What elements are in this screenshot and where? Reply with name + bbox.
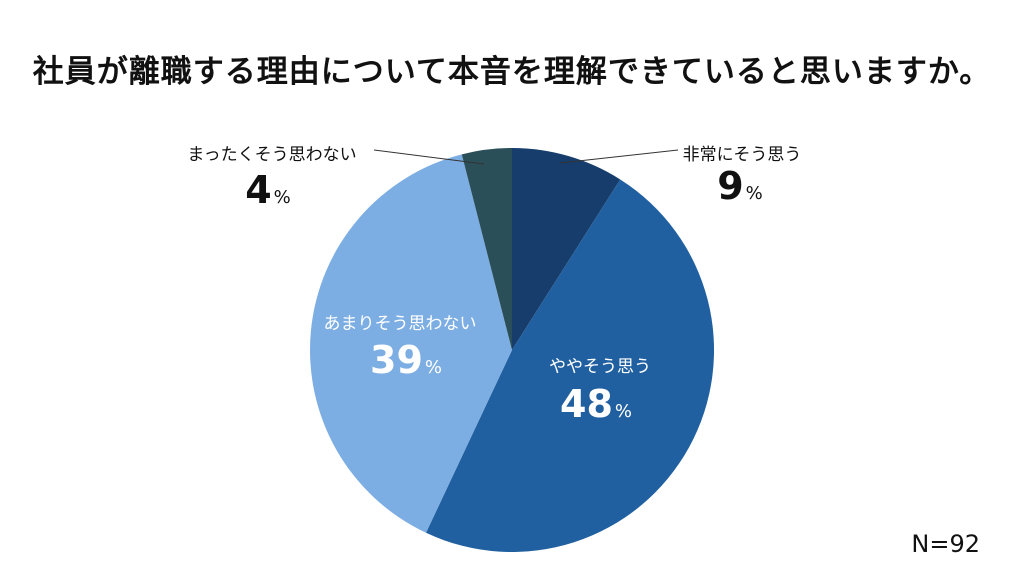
sample-size-note: N=92 [911,530,980,558]
slice-value-label: 9% [717,164,763,208]
slice-value-label: 39% [370,338,442,382]
slice-label: ややそう思う [549,357,651,377]
chart-title: 社員が離職する理由について本音を理解できていると思いますか。 [32,54,992,90]
slice-value-label: 4% [245,168,291,212]
slice-label: 非常にそう思う [683,145,802,165]
pie-slice [309,154,512,533]
pie-slice [425,179,715,553]
leader-line [373,149,485,165]
pie-slice [512,148,621,350]
pie-slice [461,148,512,350]
slice-label: あまりそう思わない [324,314,477,334]
slice-label: まったくそう思わない [187,145,356,165]
leader-line [559,149,679,164]
slice-value-label: 48% [560,382,632,426]
